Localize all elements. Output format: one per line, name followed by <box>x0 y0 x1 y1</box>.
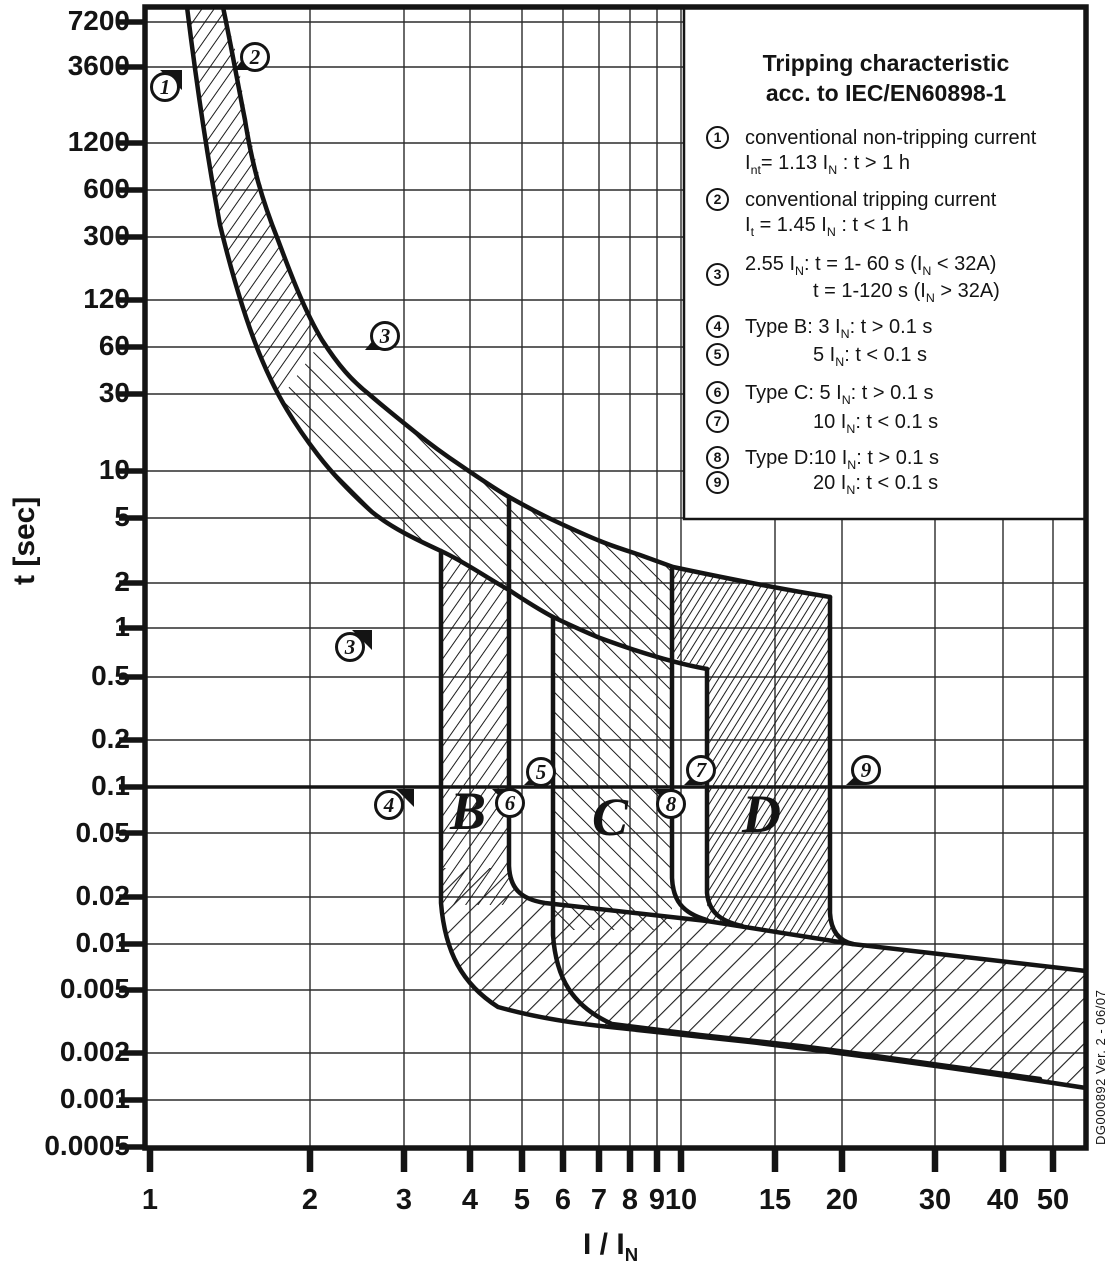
legend-num-8: 8 <box>706 446 729 469</box>
x-tick-10: 10 <box>664 1184 698 1216</box>
legend-item-1-line-2: Int= 1.13 IN : t > 1 h <box>745 152 910 177</box>
band-b-right-edge <box>506 494 1089 974</box>
y-tick-0p005: 0.005 <box>59 973 130 1004</box>
legend-item-2-line-1: conventional tripping current <box>745 189 997 211</box>
y-tick-0p1: 0.1 <box>91 770 130 801</box>
thermal-lower-curve <box>184 4 710 672</box>
y-tick-0p0005: 0.0005 <box>44 1130 130 1161</box>
y-tick-120: 120 <box>83 283 130 314</box>
y-tick-0p002: 0.002 <box>59 1036 130 1067</box>
band-letter-c: C <box>592 787 629 847</box>
band-b-fill <box>441 551 509 905</box>
y-tick-5: 5 <box>114 501 130 532</box>
marker-5: 5 <box>526 757 556 787</box>
bottom-band-fill <box>441 868 1086 1089</box>
y-axis-title: t [sec] <box>8 496 41 585</box>
legend-num-2: 2 <box>706 188 729 211</box>
thermal-band-main-fill <box>280 340 707 669</box>
y-tick-600: 600 <box>83 173 130 204</box>
x-tick-3: 3 <box>395 1184 413 1216</box>
y-tick-10: 10 <box>98 454 130 485</box>
x-axis-title: I / IN <box>583 1228 639 1265</box>
band-d-right-edge <box>827 594 856 947</box>
x-tick-8: 8 <box>621 1184 639 1216</box>
x-tick-20: 20 <box>825 1184 859 1216</box>
band-d-fill <box>672 567 852 944</box>
y-tick-0p5: 0.5 <box>91 660 130 691</box>
y-tick-3600: 3600 <box>67 50 130 81</box>
thermal-upper-curve <box>220 4 833 600</box>
x-tick-15: 15 <box>758 1184 792 1216</box>
marker-7: 7 <box>686 755 716 785</box>
legend-box <box>682 5 1088 521</box>
x-tick-9: 9 <box>648 1184 666 1216</box>
y-tick-30: 30 <box>98 377 130 408</box>
marker-2: 2 <box>240 42 270 72</box>
y-tick-2: 2 <box>114 566 130 597</box>
y-tick-0p2: 0.2 <box>91 723 130 754</box>
plot-frame <box>142 4 1089 1151</box>
legend-num-5: 5 <box>706 343 729 366</box>
marker-6: 6 <box>495 788 525 818</box>
band-c-right-edge <box>669 564 710 923</box>
legend-item-9-line-1: 20 IN: t < 0.1 s <box>813 472 939 497</box>
legend-num-3: 3 <box>706 263 729 286</box>
y-tick-60: 60 <box>98 330 130 361</box>
x-tick-4: 4 <box>461 1184 479 1216</box>
x-tick-50: 50 <box>1036 1184 1070 1216</box>
marker-3b: 3 <box>335 632 365 662</box>
legend-item-5-line-1: 5 IN: t < 0.1 s <box>813 344 928 369</box>
x-tick-5: 5 <box>513 1184 531 1216</box>
legend-num-7: 7 <box>706 410 729 433</box>
marker-3a: 3 <box>370 321 400 351</box>
y-tick-0p001: 0.001 <box>59 1083 130 1114</box>
legend-item-3-line-2: t = 1-120 s (IN > 32A) <box>813 280 1000 305</box>
document-reference: DG000892 Ver. 2 - 06/07 <box>1093 989 1108 1145</box>
y-tick-300: 300 <box>83 220 130 251</box>
y-tick-1: 1 <box>114 611 130 642</box>
legend-num-1: 1 <box>706 126 729 149</box>
legend-title-line2: acc. to IEC/EN60898-1 <box>765 80 1007 106</box>
y-axis-ticks <box>119 19 146 1150</box>
x-tick-40: 40 <box>986 1184 1020 1216</box>
legend-num-6: 6 <box>706 381 729 404</box>
y-tick-0p05: 0.05 <box>75 817 131 848</box>
marker-8: 8 <box>656 789 686 819</box>
band-letter-d: D <box>742 784 781 844</box>
legend-item-4-line-1: Type B: 3 IN: t > 0.1 s <box>745 316 933 341</box>
x-tick-1: 1 <box>141 1184 159 1216</box>
band-c-left-edge <box>550 614 1043 1082</box>
x-tick-6: 6 <box>554 1184 572 1216</box>
x-axis-ticks <box>146 1148 1057 1172</box>
legend-item-1-line-1: conventional non-tripping current <box>745 127 1037 149</box>
legend-item-3-line-1: 2.55 IN: t = 1- 60 s (IN < 32A) <box>745 253 997 278</box>
legend-item-8-line-1: Type D:10 IN: t > 0.1 s <box>745 447 940 472</box>
legend-item-7-line-1: 10 IN: t < 0.1 s <box>813 411 939 436</box>
flag-4 <box>396 789 414 807</box>
y-tick-1200: 1200 <box>67 126 130 157</box>
y-tick-0p01: 0.01 <box>75 927 131 958</box>
band-fills <box>187 7 1086 1089</box>
legend-item-2-line-2: It = 1.45 IN : t < 1 h <box>745 214 909 239</box>
thermal-band-top-fill <box>187 7 322 400</box>
x-tick-2: 2 <box>301 1184 319 1216</box>
legend-title: Tripping characteristic acc. to IEC/EN60… <box>700 48 1072 108</box>
curves <box>184 4 1089 1091</box>
legend-title-line1: Tripping characteristic <box>762 50 1010 76</box>
legend-num-4: 4 <box>706 315 729 338</box>
y-tick-7200: 7200 <box>67 5 130 36</box>
band-d-inner-edge <box>704 666 745 929</box>
band-c-fill <box>553 617 672 930</box>
legend-item-6-line-1: Type C: 5 IN: t > 0.1 s <box>745 382 934 407</box>
marker-4: 4 <box>374 790 404 820</box>
x-tick-30: 30 <box>918 1184 952 1216</box>
x-tick-7: 7 <box>590 1184 608 1216</box>
legend-num-9: 9 <box>706 471 729 494</box>
marker-9: 9 <box>851 755 881 785</box>
marker-1: 1 <box>150 72 180 102</box>
band-letter-b: B <box>450 781 487 841</box>
y-tick-0p02: 0.02 <box>75 880 131 911</box>
